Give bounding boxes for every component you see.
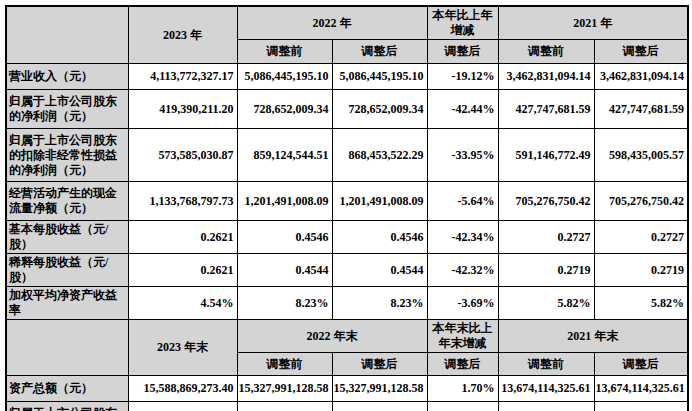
corner-blank-cell — [6, 6, 128, 64]
document-page: 2023 年 2022 年 本年比上年增减 2021 年 调整前 调整后 调整后… — [0, 0, 692, 411]
value-cell: 591,146,772.49 — [498, 129, 594, 182]
value-cell: 8.23% — [332, 287, 427, 320]
value-cell: -5.64% — [427, 182, 498, 221]
subheader-2021-after: 调整后 — [594, 40, 688, 64]
table-row-net-profit-excl-nonrecurring: 归属于上市公司股东的扣除非经常性损益的净利润（元） 573,585,030.87… — [6, 129, 688, 182]
value-cell: 5,086,445,195.10 — [332, 64, 427, 90]
value-cell: 0.4546 — [332, 221, 427, 254]
table-row-diluted-eps: 稀释每股收益（元/股） 0.2621 0.4544 0.4544 -42.32%… — [6, 254, 688, 287]
subheader-2022ye-before: 调整前 — [237, 353, 332, 376]
table-row-revenue: 营业收入（元） 4,113,772,327.17 5,086,445,195.1… — [6, 64, 688, 90]
value-cell: 0.2621 — [128, 221, 237, 254]
table-row-weighted-avg-roe: 加权平均净资产收益率 4.54% 8.23% 8.23% -3.69% 5.82… — [6, 287, 688, 320]
value-cell: 4.54% — [128, 287, 237, 320]
row-label: 稀释每股收益（元/股） — [6, 254, 128, 287]
value-cell: 573,585,030.87 — [128, 129, 237, 182]
position-header-row-1: 2023 年末 2022 年末 本年末比上年末增减 2021 年末 — [6, 320, 688, 353]
table-row-total-assets: 资产总额（元） 15,588,869,273.40 15,327,991,128… — [6, 376, 688, 402]
value-cell: 1.70% — [427, 376, 498, 402]
col-header-2021-yearend: 2021 年末 — [498, 320, 688, 353]
value-cell: 9,083,857,230.97 — [237, 402, 332, 411]
value-cell: 5.82% — [594, 287, 688, 320]
col-header-2022: 2022 年 — [237, 6, 427, 40]
table-row-net-assets: 归属于上市公司股东的净资产（元） 9,349,276,209.07 9,083,… — [6, 402, 688, 411]
value-cell: 0.2727 — [594, 221, 688, 254]
value-cell: 0.4546 — [237, 221, 332, 254]
value-cell: 5.82% — [498, 287, 594, 320]
value-cell: 598,435,005.57 — [594, 129, 688, 182]
value-cell: 1,201,491,008.09 — [237, 182, 332, 221]
value-cell: 728,652,009.34 — [237, 90, 332, 129]
row-label: 归属于上市公司股东的扣除非经常性损益的净利润（元） — [6, 129, 128, 182]
subheader-2022-before: 调整前 — [237, 40, 332, 64]
col-header-yoy-change: 本年比上年增减 — [427, 6, 498, 40]
col-header-2021: 2021 年 — [498, 6, 688, 40]
row-label: 加权平均净资产收益率 — [6, 287, 128, 320]
results-header-row-1: 2023 年 2022 年 本年比上年增减 2021 年 — [6, 6, 688, 40]
corner-blank-cell-2 — [6, 320, 128, 376]
value-cell: 728,652,009.34 — [332, 90, 427, 129]
value-cell: 427,747,681.59 — [594, 90, 688, 129]
value-cell: 3,462,831,094.14 — [594, 64, 688, 90]
value-cell: 0.2727 — [498, 221, 594, 254]
value-cell: 0.2621 — [128, 254, 237, 287]
value-cell: 8,484,232,085.82 — [498, 402, 594, 411]
value-cell: 868,453,522.29 — [332, 129, 427, 182]
row-label: 营业收入（元） — [6, 64, 128, 90]
col-header-2022-yearend: 2022 年末 — [237, 320, 427, 353]
table-row-basic-eps: 基本每股收益（元/股） 0.2621 0.4546 0.4546 -42.34%… — [6, 221, 688, 254]
value-cell: 0.2719 — [498, 254, 594, 287]
row-label: 归属于上市公司股东的净利润（元） — [6, 90, 128, 129]
subheader-change-after: 调整后 — [427, 40, 498, 64]
value-cell: 0.2719 — [594, 254, 688, 287]
value-cell: 13,674,114,325.61 — [594, 376, 688, 402]
value-cell: 15,588,869,273.40 — [128, 376, 237, 402]
subheader-2021ye-before: 调整前 — [498, 353, 594, 376]
value-cell: -3.69% — [427, 287, 498, 320]
value-cell: 705,276,750.42 — [594, 182, 688, 221]
subheader-2022ye-after: 调整后 — [332, 353, 427, 376]
value-cell: 15,327,991,128.58 — [237, 376, 332, 402]
row-label: 经营活动产生的现金流量净额（元） — [6, 182, 128, 221]
value-cell: 8.23% — [237, 287, 332, 320]
value-cell: -42.34% — [427, 221, 498, 254]
value-cell: 0.4544 — [332, 254, 427, 287]
value-cell: 1,201,491,008.09 — [332, 182, 427, 221]
value-cell: -33.95% — [427, 129, 498, 182]
value-cell: 2.92% — [427, 402, 498, 411]
value-cell: 15,327,991,128.58 — [332, 376, 427, 402]
value-cell: 9,349,276,209.07 — [128, 402, 237, 411]
financial-summary-table: 2023 年 2022 年 本年比上年增减 2021 年 调整前 调整后 调整后… — [5, 5, 689, 411]
row-label: 基本每股收益（元/股） — [6, 221, 128, 254]
subheader-yechange-after: 调整后 — [427, 353, 498, 376]
subheader-2021ye-after: 调整后 — [594, 353, 688, 376]
value-cell: 419,390,211.20 — [128, 90, 237, 129]
value-cell: -42.44% — [427, 90, 498, 129]
col-header-2023-yearend: 2023 年末 — [128, 320, 237, 376]
col-header-yearend-change: 本年末比上年末增减 — [427, 320, 498, 353]
row-label: 归属于上市公司股东的净资产（元） — [6, 402, 128, 411]
value-cell: 3,462,831,094.14 — [498, 64, 594, 90]
row-label: 资产总额（元） — [6, 376, 128, 402]
col-header-2023: 2023 年 — [128, 6, 237, 64]
value-cell: 427,747,681.59 — [498, 90, 594, 129]
value-cell: 859,124,544.51 — [237, 129, 332, 182]
value-cell: 8,484,232,085.82 — [594, 402, 688, 411]
value-cell: 13,674,114,325.61 — [498, 376, 594, 402]
value-cell: 4,113,772,327.17 — [128, 64, 237, 90]
value-cell: 0.4544 — [237, 254, 332, 287]
value-cell: 1,133,768,797.73 — [128, 182, 237, 221]
value-cell: 5,086,445,195.10 — [237, 64, 332, 90]
value-cell: 9,083,857,230.97 — [332, 402, 427, 411]
value-cell: 705,276,750.42 — [498, 182, 594, 221]
table-row-operating-cash-flow: 经营活动产生的现金流量净额（元） 1,133,768,797.73 1,201,… — [6, 182, 688, 221]
value-cell: -19.12% — [427, 64, 498, 90]
subheader-2021-before: 调整前 — [498, 40, 594, 64]
subheader-2022-after: 调整后 — [332, 40, 427, 64]
table-row-net-profit: 归属于上市公司股东的净利润（元） 419,390,211.20 728,652,… — [6, 90, 688, 129]
value-cell: -42.32% — [427, 254, 498, 287]
